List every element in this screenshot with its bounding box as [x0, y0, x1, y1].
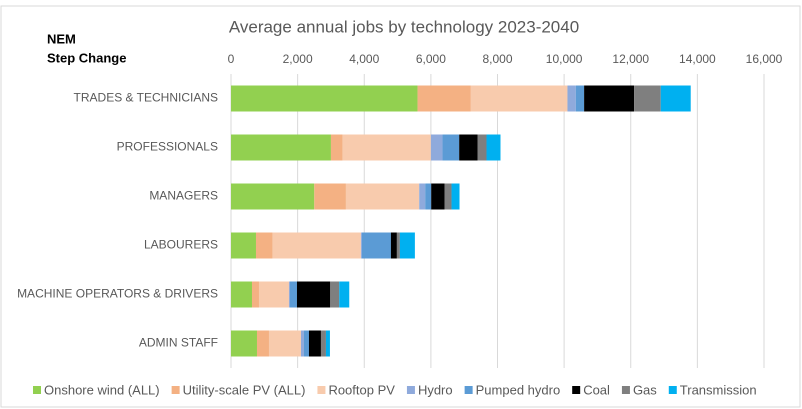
- bar-segment: [360, 232, 362, 259]
- bar-segment: [430, 134, 443, 161]
- bar-segment: [399, 232, 415, 259]
- bar-segment: [442, 134, 460, 161]
- bar-segment: [272, 232, 361, 259]
- bar-segment: [300, 330, 304, 357]
- bar-segment: [634, 85, 661, 112]
- bar-segment: [342, 134, 431, 161]
- bar-segment: [308, 330, 321, 357]
- x-tick-label: 2,000: [283, 52, 313, 66]
- bar-segment: [477, 134, 487, 161]
- bar-segment: [231, 232, 256, 259]
- x-tick-label: 8,000: [482, 52, 512, 66]
- y-tick-label: ADMIN STAFF: [139, 336, 218, 350]
- bar-segment: [584, 85, 635, 112]
- legend-label: Rooftop PV: [328, 382, 395, 397]
- bar-segment: [425, 183, 432, 210]
- legend-label: Utility-scale PV (ALL): [183, 382, 306, 397]
- bar-segment: [575, 85, 585, 112]
- subtitle: NEM: [47, 31, 76, 46]
- bar-segment: [417, 85, 471, 112]
- bar-segment: [256, 330, 269, 357]
- x-tick-label: 0: [228, 52, 235, 66]
- x-tick-label: 6,000: [416, 52, 446, 66]
- bar-segment: [330, 281, 340, 308]
- bar-segment: [255, 232, 273, 259]
- bar-segment: [396, 232, 400, 259]
- bar-segment: [231, 134, 331, 161]
- legend-label: Hydro: [418, 382, 453, 397]
- bar-segment: [231, 330, 257, 357]
- x-tick-label: 4,000: [349, 52, 379, 66]
- bar-segment: [451, 183, 460, 210]
- bar-segment: [459, 134, 478, 161]
- legend-label: Onshore wind (ALL): [44, 382, 160, 397]
- y-tick-label: PROFESSIONALS: [117, 140, 218, 154]
- bar-segment: [231, 183, 315, 210]
- legend-label: Gas: [633, 382, 657, 397]
- legend-swatch: [33, 386, 41, 394]
- y-tick-label: LABOURERS: [144, 238, 218, 252]
- bar-segment: [486, 134, 501, 161]
- bar-segment: [289, 281, 297, 308]
- bar-segment: [361, 232, 391, 259]
- y-tick-label: MACHINE OPERATORS & DRIVERS: [17, 287, 218, 301]
- bar-segment: [258, 281, 289, 308]
- bar-segment: [339, 281, 350, 308]
- bar-segment: [419, 183, 426, 210]
- bar-segment: [390, 232, 397, 259]
- bar-segment: [660, 85, 691, 112]
- legend-swatch: [668, 386, 677, 394]
- bar-segment: [444, 183, 452, 210]
- chart-title: Average annual jobs by technology 2023-2…: [229, 17, 579, 36]
- bar-segment: [470, 85, 568, 112]
- bar-segment: [303, 330, 309, 357]
- bar-segment: [231, 85, 418, 112]
- bar-segment: [345, 183, 420, 210]
- bar-segment: [231, 281, 252, 308]
- y-tick-label: TRADES & TECHNICIANS: [74, 91, 218, 105]
- bar-segment: [296, 281, 331, 308]
- subtitle: Step Change: [47, 50, 126, 65]
- bar-segment: [314, 183, 346, 210]
- bar-segment: [268, 330, 301, 357]
- x-tick-label: 16,000: [746, 52, 783, 66]
- legend-swatch: [406, 386, 415, 394]
- legend-label: Coal: [583, 382, 610, 397]
- x-tick-label: 10,000: [546, 52, 583, 66]
- bar-segment: [320, 330, 326, 357]
- bar-segment: [330, 134, 343, 161]
- legend-swatch: [464, 386, 473, 394]
- legend-swatch: [317, 386, 326, 394]
- legend-swatch: [621, 386, 630, 394]
- bar-segment: [251, 281, 259, 308]
- legend-swatch: [171, 386, 180, 394]
- bar-segment: [325, 330, 330, 357]
- bar-segment: [567, 85, 576, 112]
- y-tick-label: MANAGERS: [149, 189, 218, 203]
- x-tick-label: 12,000: [612, 52, 649, 66]
- bar-segment: [288, 281, 290, 308]
- legend-label: Pumped hydro: [476, 382, 561, 397]
- bar-segment: [431, 183, 445, 210]
- legend-swatch: [572, 386, 581, 394]
- x-tick-label: 14,000: [679, 52, 716, 66]
- legend-label: Transmission: [680, 382, 757, 397]
